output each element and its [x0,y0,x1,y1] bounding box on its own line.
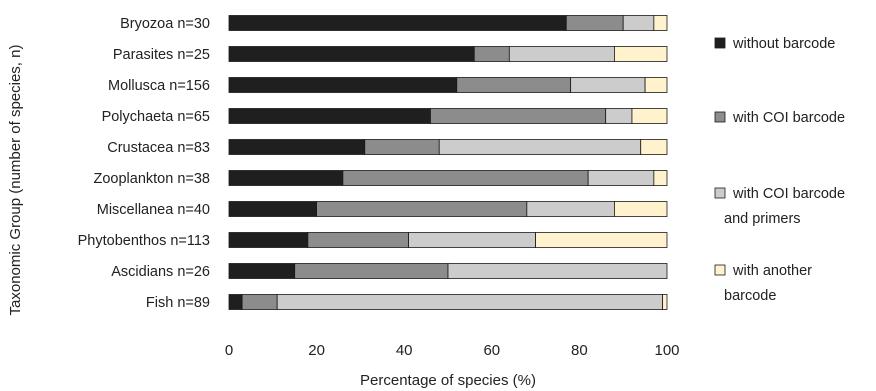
category-label: Phytobenthos n=113 [78,233,210,249]
bar-segment-9-3 [662,294,668,310]
category-label: Crustacea n=83 [107,140,210,156]
bar-segment-4-0 [228,139,366,155]
category-label: Mollusca n=156 [108,78,210,94]
bar-segment-1-3 [614,46,668,62]
bar-segment-0-3 [653,15,668,31]
bar-segment-1-1 [473,46,510,62]
category-label: Zooplankton n=38 [94,171,211,187]
bar-segment-7-1 [307,232,409,248]
bar-segment-4-2 [438,139,642,155]
legend: without barcode with COI barcode with COI … [714,36,845,304]
bar-segment-5-3 [653,170,668,186]
x-axis-title: Percentage of species (%) [360,372,536,389]
bar-segment-7-3 [535,232,668,248]
legend-swatch [714,264,726,276]
bar-segment-7-2 [408,232,536,248]
legend-label: with COI barcode [732,110,845,126]
bar-segment-3-0 [228,108,431,124]
bar-segment-2-0 [228,77,458,93]
bar-segment-9-2 [276,294,664,310]
category-label: Parasites n=25 [113,47,210,63]
bar-segment-8-2 [447,263,668,279]
x-tick-label: 80 [571,342,588,359]
bar-segment-2-3 [644,77,668,93]
x-tick-label: 0 [225,342,233,359]
bar-segment-0-2 [622,15,655,31]
x-tick-label: 60 [483,342,500,359]
bar-segment-2-1 [456,77,572,93]
category-label: Bryozoa n=30 [120,16,210,32]
bar-segment-4-1 [364,139,440,155]
bar-segment-0-1 [565,15,624,31]
bar-segment-8-1 [294,263,449,279]
bar-segment-8-0 [228,263,296,279]
legend-swatch [714,187,726,199]
bar-segment-5-0 [228,170,344,186]
category-label: Ascidians n=26 [111,264,210,280]
bar-segment-9-0 [228,294,243,310]
bar-segment-6-2 [526,201,615,217]
y-axis-title: Taxonomic Group (number of species, n) [7,45,24,316]
bar-segment-0-0 [228,15,567,31]
bar-segment-2-2 [570,77,646,93]
category-label: Polychaeta n=65 [102,109,210,125]
bar-segment-3-3 [631,108,668,124]
bar-segment-3-1 [430,108,607,124]
x-tick-label: 100 [654,342,679,359]
bars-layer [228,15,668,310]
x-tick-label: 20 [308,342,325,359]
legend-label: with another barcode [724,263,812,304]
bar-segment-1-2 [508,46,615,62]
x-tick-labels: 0 20 40 60 80 100 [225,342,680,359]
legend-swatch [714,37,726,49]
bar-segment-6-0 [228,201,317,217]
bar-segment-5-1 [342,170,589,186]
legend-label: without barcode [732,36,835,52]
bar-segment-4-3 [640,139,668,155]
category-labels: Bryozoa n=30 Parasites n=25 Mollusca n=156… [78,16,210,311]
bar-segment-9-1 [241,294,278,310]
bar-segment-3-2 [605,108,633,124]
bar-segment-1-0 [228,46,475,62]
legend-swatch [714,111,726,123]
category-label: Miscellanea n=40 [97,202,210,218]
category-label: Fish n=89 [146,295,210,311]
bar-segment-7-0 [228,232,309,248]
bar-segment-6-1 [316,201,528,217]
legend-label: with COI barcode and primers [724,186,845,227]
bar-segment-6-3 [614,201,668,217]
bar-segment-5-2 [587,170,655,186]
x-tick-label: 40 [396,342,413,359]
